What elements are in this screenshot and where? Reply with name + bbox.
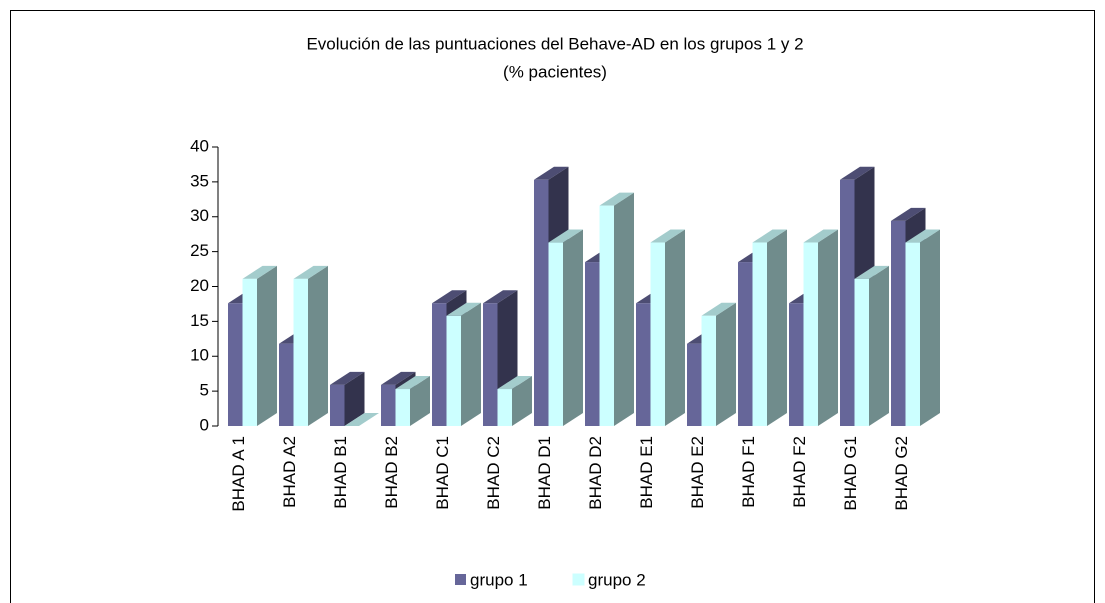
y-tick-label: 10 <box>190 346 209 365</box>
bar-side <box>869 265 889 426</box>
bar-top <box>395 376 430 390</box>
legend-label: grupo 1 <box>470 570 528 589</box>
bar-side <box>257 265 277 426</box>
bar-top <box>854 265 889 279</box>
bar <box>534 179 549 426</box>
bar-top <box>803 229 838 243</box>
legend-swatch <box>572 573 585 586</box>
bar <box>738 262 753 426</box>
chart-title: Evolución de las puntuaciones del Behave… <box>306 34 803 53</box>
bar-top <box>330 371 365 385</box>
x-tick-label: BHAD A2 <box>280 436 299 508</box>
bar-side <box>665 229 685 426</box>
y-tick-label: 40 <box>190 136 209 155</box>
bar-side <box>461 302 481 426</box>
bar-top <box>344 413 379 426</box>
bar <box>548 242 563 426</box>
x-tick-label: BHAD F1 <box>739 436 758 508</box>
x-tick-label: BHAD B1 <box>331 436 350 509</box>
bar-side <box>410 376 430 426</box>
bar <box>636 303 651 426</box>
x-tick-label: BHAD G2 <box>892 436 911 511</box>
bar <box>650 242 665 426</box>
bar-top <box>293 265 328 279</box>
x-tick-label: BHAD A 1 <box>229 436 248 512</box>
bar <box>279 343 294 426</box>
bar-side <box>716 302 736 426</box>
bar <box>395 389 410 426</box>
bar <box>752 242 767 426</box>
bar-side <box>818 229 838 426</box>
bar <box>585 262 600 426</box>
x-tick-label: BHAD G1 <box>841 436 860 511</box>
bar-top <box>497 376 532 390</box>
y-tick-label: 20 <box>190 276 209 295</box>
bar-top <box>381 371 416 385</box>
bar-top <box>548 229 583 243</box>
bar-top <box>599 192 634 206</box>
bar-side <box>920 229 940 426</box>
bar <box>905 242 920 426</box>
x-tick-label: BHAD F2 <box>790 436 809 508</box>
x-tick-label: BHAD C1 <box>433 436 452 510</box>
bar <box>432 303 447 426</box>
y-tick-label: 25 <box>190 241 209 260</box>
bar <box>497 389 512 426</box>
bar <box>446 315 461 426</box>
bar-top <box>446 302 481 316</box>
bar-top <box>840 166 875 180</box>
bar-side <box>512 376 532 426</box>
bar-top <box>432 290 467 304</box>
x-tick-label: BHAD D1 <box>535 436 554 510</box>
x-tick-label: BHAD E2 <box>688 436 707 509</box>
y-tick-label: 15 <box>190 311 209 330</box>
y-tick-label: 0 <box>200 415 209 434</box>
bar <box>228 303 243 426</box>
bar-side <box>614 192 634 426</box>
bar <box>701 315 716 426</box>
legend-label: grupo 2 <box>588 570 646 589</box>
bar <box>854 278 869 426</box>
bar-top <box>905 229 940 243</box>
bar-top <box>752 229 787 243</box>
bar-side <box>344 371 365 426</box>
x-tick-label: BHAD E1 <box>637 436 656 509</box>
bar-side <box>563 229 583 426</box>
bar-top <box>534 166 569 180</box>
bar <box>293 278 308 426</box>
bar-side <box>308 265 328 426</box>
bar <box>330 384 345 426</box>
y-tick-label: 30 <box>190 206 209 225</box>
bar-side <box>767 229 787 426</box>
bar-top <box>701 302 736 316</box>
bar-top <box>483 290 518 304</box>
bar-top <box>650 229 685 243</box>
y-tick-label: 35 <box>190 171 209 190</box>
x-tick-label: BHAD C2 <box>484 436 503 510</box>
bar <box>599 205 614 426</box>
bar <box>381 384 396 426</box>
bar-top <box>242 265 277 279</box>
bar <box>242 278 257 426</box>
bar <box>483 303 498 426</box>
bar <box>891 220 906 426</box>
x-tick-label: BHAD D2 <box>586 436 605 510</box>
chart-subtitle: (% pacientes) <box>503 62 607 81</box>
legend-swatch <box>455 574 466 585</box>
bar <box>687 343 702 426</box>
bar <box>840 179 855 426</box>
bar <box>803 242 818 426</box>
x-tick-label: BHAD B2 <box>382 436 401 509</box>
y-tick-label: 5 <box>200 381 209 400</box>
bar <box>789 303 804 426</box>
bar-top <box>891 207 926 221</box>
